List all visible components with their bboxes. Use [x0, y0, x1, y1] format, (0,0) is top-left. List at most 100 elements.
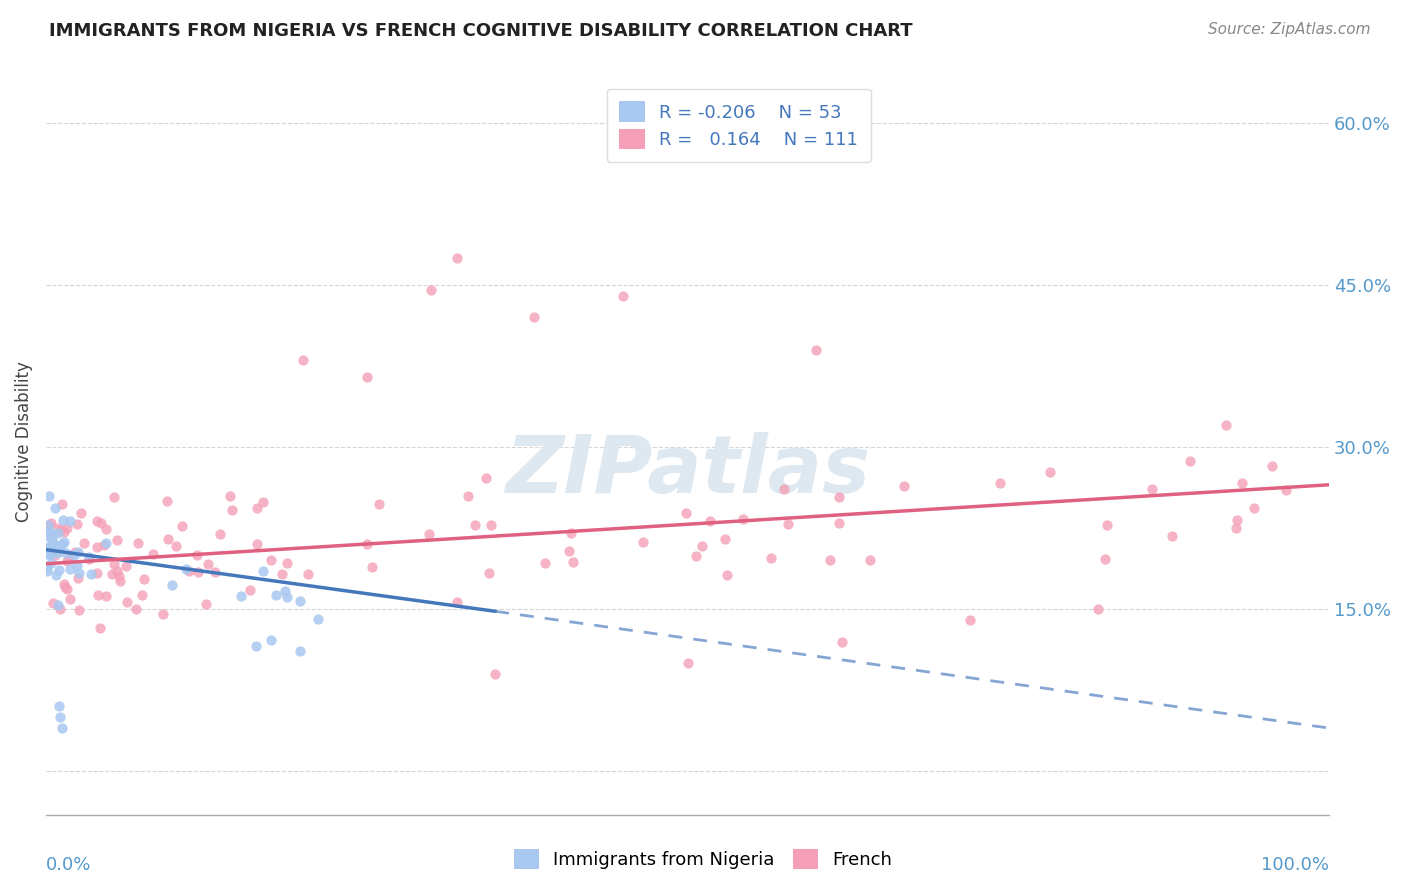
Point: [87, 588, 110, 602]
Point: [44, 500, 66, 515]
Point: [131, 588, 153, 602]
Point: [35, 526, 58, 541]
Point: [291, 353, 314, 368]
Point: [94, 589, 117, 603]
Point: [297, 567, 319, 582]
Point: [48, 563, 70, 577]
Point: [475, 470, 498, 484]
Point: [90, 516, 112, 530]
Point: [260, 632, 283, 647]
Point: [523, 310, 546, 325]
Point: [79, 550, 101, 565]
Point: [52, 535, 75, 549]
Point: [46, 525, 69, 540]
Point: [96, 536, 118, 550]
Point: [38, 540, 60, 554]
Point: [48, 545, 70, 559]
Point: [35, 547, 58, 561]
Point: [49, 523, 72, 537]
Point: [160, 578, 183, 592]
Point: [66, 558, 89, 572]
Point: [42, 536, 65, 550]
Point: [1161, 528, 1184, 542]
Point: [37, 564, 59, 578]
Point: [38, 547, 60, 561]
Point: [49, 710, 72, 724]
Point: [48, 521, 70, 535]
Point: [42, 595, 65, 609]
Point: [446, 595, 468, 609]
Point: [58, 551, 80, 566]
Point: [675, 506, 697, 520]
Point: [103, 557, 125, 571]
Point: [859, 552, 882, 566]
Point: [218, 489, 240, 503]
Point: [959, 613, 981, 627]
Point: [94, 522, 117, 536]
Point: [368, 497, 391, 511]
Point: [38, 525, 60, 540]
Point: [108, 568, 131, 582]
Point: [560, 525, 582, 540]
Point: [48, 699, 70, 714]
Point: [1275, 483, 1298, 497]
Point: [273, 583, 295, 598]
Point: [46, 598, 69, 612]
Point: [457, 489, 479, 503]
Point: [356, 537, 378, 551]
Point: [35, 561, 58, 575]
Point: [37, 543, 59, 558]
Point: [142, 548, 165, 562]
Point: [38, 539, 60, 553]
Point: [1230, 476, 1253, 491]
Point: [110, 574, 132, 588]
Point: [53, 581, 76, 595]
Point: [39, 556, 62, 570]
Point: [41, 533, 63, 547]
Point: [41, 527, 63, 541]
Point: [179, 564, 201, 578]
Point: [772, 482, 794, 496]
Point: [252, 495, 274, 509]
Point: [86, 566, 108, 580]
Point: [1243, 500, 1265, 515]
Point: [533, 557, 555, 571]
Text: 100.0%: 100.0%: [1261, 855, 1329, 873]
Point: [172, 519, 194, 533]
Point: [105, 533, 128, 547]
Point: [761, 551, 783, 566]
Point: [52, 513, 75, 527]
Point: [86, 514, 108, 528]
Point: [557, 544, 579, 558]
Point: [69, 506, 91, 520]
Point: [676, 656, 699, 670]
Point: [52, 525, 75, 540]
Point: [276, 590, 298, 604]
Point: [260, 553, 283, 567]
Point: [56, 554, 79, 568]
Point: [245, 639, 267, 653]
Point: [633, 535, 655, 549]
Point: [239, 582, 262, 597]
Point: [37, 518, 59, 533]
Point: [39, 516, 62, 530]
Point: [741, 148, 763, 162]
Point: [165, 539, 187, 553]
Point: [266, 588, 288, 602]
Text: ZIPatlas: ZIPatlas: [505, 433, 870, 510]
Point: [818, 553, 841, 567]
Point: [464, 518, 486, 533]
Point: [42, 546, 65, 560]
Point: [271, 566, 294, 581]
Point: [420, 283, 443, 297]
Point: [132, 572, 155, 586]
Point: [67, 566, 90, 580]
Point: [804, 343, 827, 357]
Point: [209, 526, 232, 541]
Point: [114, 559, 136, 574]
Text: 0.0%: 0.0%: [46, 855, 91, 873]
Text: IMMIGRANTS FROM NIGERIA VS FRENCH COGNITIVE DISABILITY CORRELATION CHART: IMMIGRANTS FROM NIGERIA VS FRENCH COGNIT…: [49, 22, 912, 40]
Point: [699, 514, 721, 528]
Point: [48, 539, 70, 553]
Point: [86, 540, 108, 554]
